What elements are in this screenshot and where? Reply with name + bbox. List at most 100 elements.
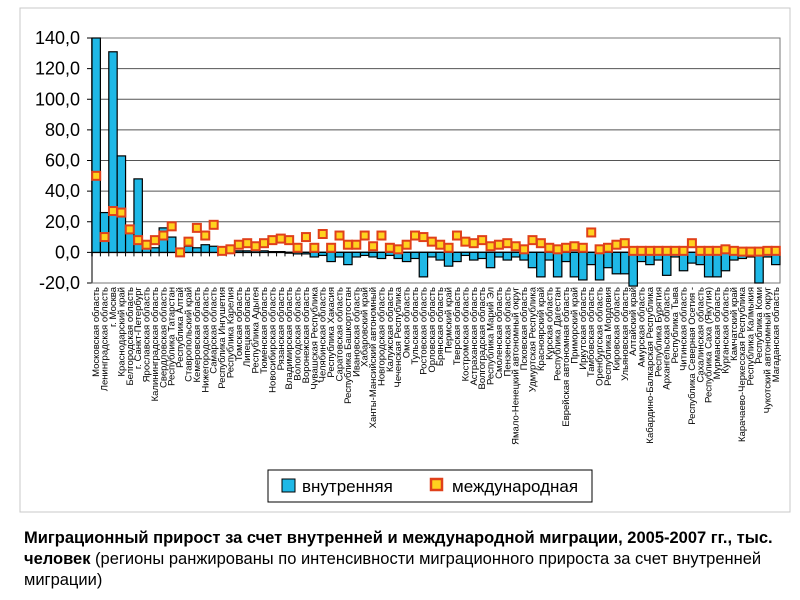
x-category-label: Республика Бурятия bbox=[653, 287, 664, 377]
x-category-label: Московская область bbox=[91, 287, 102, 377]
bar-internal bbox=[133, 178, 143, 253]
marker-international bbox=[552, 244, 563, 255]
marker-international bbox=[611, 239, 622, 250]
marker-international bbox=[275, 233, 286, 244]
bar-internal bbox=[401, 251, 412, 263]
marker-international bbox=[183, 236, 194, 247]
bar-internal bbox=[242, 250, 253, 253]
x-category-label: Новосибирская область bbox=[267, 287, 278, 393]
marker-international bbox=[107, 206, 118, 217]
marker-international bbox=[91, 170, 102, 181]
bar-internal bbox=[108, 51, 118, 253]
marker-international bbox=[384, 242, 395, 253]
marker-international bbox=[762, 245, 773, 256]
marker-international bbox=[217, 245, 228, 256]
bar-internal bbox=[385, 251, 395, 257]
bar-internal bbox=[552, 251, 563, 278]
bar-internal bbox=[116, 155, 127, 253]
x-category-label: Тюменская область bbox=[259, 287, 270, 374]
marker-international bbox=[636, 245, 647, 256]
marker-international bbox=[300, 232, 311, 243]
bar-internal bbox=[427, 251, 437, 258]
y-tick-label: 140,0 bbox=[35, 28, 80, 48]
y-tick-label: 80,0 bbox=[45, 120, 80, 140]
marker-international bbox=[200, 230, 211, 241]
x-category-label: Оренбургская область bbox=[595, 287, 606, 386]
x-category-label: Чеченская Республика bbox=[393, 286, 404, 387]
bar-internal bbox=[343, 251, 353, 266]
marker-international bbox=[191, 222, 202, 233]
x-category-label: Челябинская область bbox=[318, 287, 329, 382]
bar-internal bbox=[569, 251, 580, 278]
bar-internal bbox=[468, 251, 479, 261]
x-category-label: Пензенская область bbox=[502, 287, 513, 377]
bar-internal bbox=[452, 251, 462, 263]
x-category-label: Иркутская область bbox=[578, 287, 589, 370]
x-category-label: Республика Башкортостан bbox=[343, 287, 354, 404]
marker-international bbox=[376, 230, 387, 241]
marker-international bbox=[309, 242, 320, 253]
x-category-label: Волгоградская область bbox=[477, 287, 488, 389]
x-category-label: Республика Мордовия bbox=[603, 287, 614, 386]
x-category-label: Воронежская область bbox=[301, 287, 312, 383]
x-category-label: Республика Северная Осетия - bbox=[687, 287, 698, 425]
x-category-label: Ханты-Мансийский автономный bbox=[368, 287, 379, 428]
marker-international bbox=[225, 244, 236, 255]
x-category-label: Чукотский автономный округ bbox=[762, 286, 773, 413]
marker-international bbox=[435, 239, 446, 250]
x-category-label: Курская область bbox=[544, 287, 555, 360]
marker-international bbox=[242, 238, 253, 249]
y-axis-ticks: 140,0 120,0 100,0 80,0 60,0 40,0 20,0 0,0 -20,0 bbox=[35, 28, 80, 293]
marker-international bbox=[510, 241, 521, 252]
bar-internal bbox=[510, 251, 521, 258]
marker-international bbox=[233, 239, 244, 250]
y-tick-label: 20,0 bbox=[45, 212, 80, 232]
marker-international bbox=[133, 235, 144, 246]
x-category-label: Ульяновская область bbox=[620, 287, 631, 381]
marker-international bbox=[754, 246, 765, 257]
marker-international bbox=[527, 235, 538, 246]
bar-internal bbox=[586, 251, 597, 266]
marker-international bbox=[259, 238, 269, 249]
x-category-label: Карачаево-Черкесская Республика bbox=[737, 286, 748, 442]
x-category-label: Республика Дагестан bbox=[553, 287, 564, 381]
y-tick-label: 60,0 bbox=[45, 151, 80, 171]
bar-internal bbox=[477, 251, 487, 260]
x-category-label: Республика Коми bbox=[754, 287, 765, 364]
marker-international bbox=[745, 246, 756, 257]
bar-internal bbox=[578, 251, 588, 281]
x-category-label: Калужская область bbox=[385, 287, 396, 372]
marker-international bbox=[124, 224, 135, 235]
x-category-label: Чувашская Республика bbox=[309, 286, 320, 389]
bar-internal bbox=[301, 251, 311, 255]
marker-international bbox=[569, 241, 580, 252]
bar-internal bbox=[619, 251, 630, 275]
legend-label-internal: внутренняя bbox=[302, 477, 393, 496]
x-category-label: Республика Калмыкия bbox=[746, 287, 757, 385]
bar-internal bbox=[594, 251, 605, 281]
x-category-label: Ставропольский край bbox=[183, 287, 194, 382]
x-category-label: Кемеровская область bbox=[192, 287, 203, 383]
marker-international bbox=[250, 241, 261, 252]
bar-internal bbox=[494, 251, 504, 258]
legend-swatch-international bbox=[429, 477, 444, 492]
x-category-label: Республика Адыгея bbox=[251, 287, 262, 374]
x-category-label: Свердловская область bbox=[158, 287, 169, 388]
marker-international bbox=[149, 235, 160, 246]
y-tick-label: -20,0 bbox=[39, 273, 80, 293]
bar-internal bbox=[628, 251, 638, 287]
bar-internal bbox=[435, 251, 445, 261]
x-category-label: Амурская область bbox=[637, 287, 648, 367]
bar-internal bbox=[485, 251, 496, 269]
x-category-label: Алтайский край bbox=[628, 287, 639, 356]
x-category-label: Краснодарский край bbox=[116, 287, 127, 376]
marker-international bbox=[477, 235, 488, 246]
marker-international bbox=[712, 245, 723, 256]
x-category-label: Республика Карелия bbox=[225, 287, 236, 378]
bar-internal bbox=[91, 37, 101, 253]
x-category-label: Смоленская область bbox=[494, 287, 505, 379]
bar-internal bbox=[368, 251, 378, 258]
marker-international bbox=[401, 239, 412, 250]
x-category-label: Еврейская автономная область bbox=[561, 287, 572, 427]
bar-internal bbox=[376, 251, 387, 260]
